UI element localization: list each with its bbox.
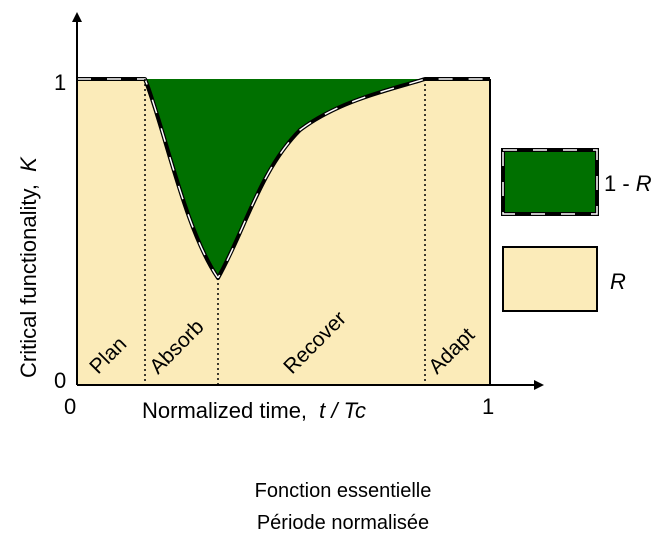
y-tick-1: 1	[54, 70, 66, 95]
functionality-curve-dash	[77, 78, 490, 280]
legend-swatch-loss-dash	[502, 149, 598, 215]
legend-swatch-loss	[501, 148, 599, 216]
legend-label-resilience: R	[610, 269, 626, 294]
x-tick-0: 0	[64, 394, 76, 419]
x-axis-label-text: Normalized time,	[142, 398, 307, 423]
legend-label-loss-text: 1 -	[604, 171, 636, 196]
legend-label-loss-symbol: R	[636, 171, 652, 196]
caption-line-2: Période normalisée	[257, 512, 429, 534]
x-axis-label: Normalized time, t / Tc	[142, 398, 366, 423]
functionality-loss-area	[145, 79, 425, 278]
x-tick-1: 1	[482, 394, 494, 419]
y-axis-symbol: K	[16, 156, 41, 172]
legend-swatch-resilience	[502, 246, 598, 312]
x-axis-symbol: t / Tc	[319, 398, 366, 423]
y-axis-label-text: Critical functionality,	[16, 184, 41, 378]
caption-line-1: Fonction essentielle	[255, 480, 432, 502]
y-tick-0: 0	[54, 368, 66, 393]
legend-label-loss: 1 - R	[604, 171, 652, 196]
y-axis-label: Critical functionality, K	[16, 156, 41, 378]
